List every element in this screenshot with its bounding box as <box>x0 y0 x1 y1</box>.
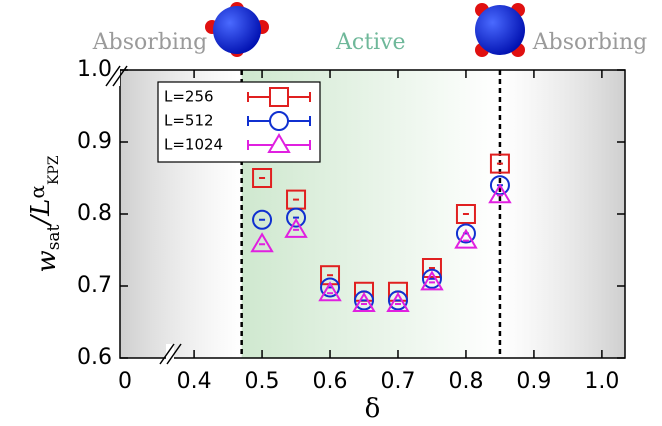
legend-label: L=256 <box>164 88 214 106</box>
legend-marker <box>270 88 288 106</box>
region <box>500 70 625 358</box>
x-tick-label: 0.6 <box>313 369 348 394</box>
x-axis-label: δ <box>365 394 381 424</box>
legend-label: L=1024 <box>164 136 223 154</box>
page: {"chart_data": {"type": "scatter", "x_la… <box>0 0 662 426</box>
y-axis-label-part: w <box>32 250 62 272</box>
x-tick-label: 0.9 <box>516 369 551 394</box>
y-axis-label-part: /L <box>26 199 56 228</box>
x-break-label: 0 <box>118 369 132 394</box>
y-axis-label-part: α <box>25 185 49 199</box>
y-tick-label: 0.6 <box>77 345 112 370</box>
legend-marker <box>270 112 288 130</box>
y-tick-label: 0.9 <box>77 129 112 154</box>
y-axis-label-part: sat <box>44 224 64 250</box>
x-tick-label: 0.5 <box>245 369 280 394</box>
y-axis-label-part: KPZ <box>46 155 62 185</box>
x-tick-label: 0.7 <box>380 369 415 394</box>
region-label: Absorbing <box>92 30 207 55</box>
x-tick-label: 0.8 <box>448 369 483 394</box>
y-tick-label: 0.8 <box>77 201 112 226</box>
legend-label: L=512 <box>164 112 214 130</box>
chart: Absorbing Active Absorbing 0.6 0.7 0.8 0.9 1.0 0… <box>0 0 662 426</box>
y-tick-label: 1.0 <box>77 57 112 82</box>
x-tick-label: 1.0 <box>584 369 619 394</box>
y-axis-label: wsat/LαKPZ <box>25 155 64 272</box>
region-label: Active <box>335 30 406 55</box>
y-tick-label: 0.7 <box>77 273 112 298</box>
region-label: Absorbing <box>532 30 647 55</box>
x-tick-label: 0.4 <box>177 369 212 394</box>
